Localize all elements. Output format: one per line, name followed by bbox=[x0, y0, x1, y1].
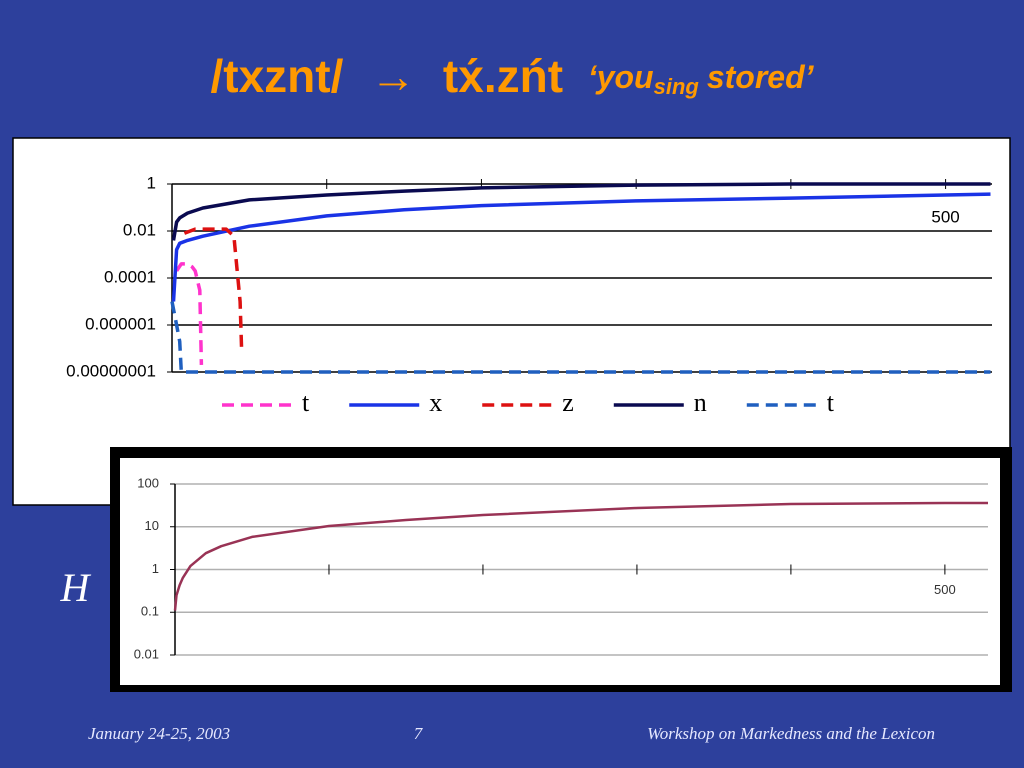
series-line bbox=[173, 501, 988, 611]
y-tick-label: 0.0001 bbox=[104, 267, 156, 286]
title-gloss: ‘you bbox=[588, 59, 654, 95]
title-gloss: stored’ bbox=[707, 59, 815, 95]
series-line bbox=[171, 192, 991, 302]
y-tick-label: 10 bbox=[145, 518, 159, 533]
title-gloss-sub: sing bbox=[654, 74, 700, 99]
side-label: H bbox=[60, 565, 92, 610]
series-line bbox=[183, 227, 244, 350]
y-tick-label: 1 bbox=[152, 561, 159, 576]
x-tick-label: 500 bbox=[934, 582, 956, 597]
footer-date: January 24-25, 2003 bbox=[88, 724, 230, 743]
legend-label: t bbox=[302, 388, 310, 417]
y-tick-label: 0.01 bbox=[123, 220, 156, 239]
legend-label: x bbox=[429, 388, 442, 417]
slide-title: /txznt/ → tx́.zńt ‘yousing stored’ bbox=[210, 50, 814, 102]
title-text: /txznt/ bbox=[210, 50, 343, 102]
y-tick-label: 0.00000001 bbox=[66, 361, 156, 380]
y-tick-label: 0.01 bbox=[134, 646, 159, 661]
inset-panel bbox=[120, 458, 1000, 685]
series-line bbox=[175, 262, 204, 365]
y-tick-label: 1 bbox=[147, 173, 156, 192]
chart-panel bbox=[12, 137, 1011, 506]
y-tick-label: 100 bbox=[137, 475, 159, 490]
legend-label: t bbox=[827, 388, 835, 417]
legend-label: z bbox=[562, 388, 574, 417]
footer-page: 7 bbox=[414, 724, 424, 743]
series-line bbox=[171, 182, 991, 241]
title-text: tx́.zńt bbox=[443, 50, 563, 102]
series-line bbox=[170, 301, 991, 374]
y-tick-label: 0.1 bbox=[141, 604, 159, 619]
legend-label: n bbox=[694, 388, 707, 417]
y-tick-label: 0.000001 bbox=[85, 314, 156, 333]
footer-event: Workshop on Markedness and the Lexicon bbox=[647, 724, 935, 743]
x-tick-label: 500 bbox=[931, 207, 959, 226]
title-arrow: → bbox=[370, 50, 416, 102]
